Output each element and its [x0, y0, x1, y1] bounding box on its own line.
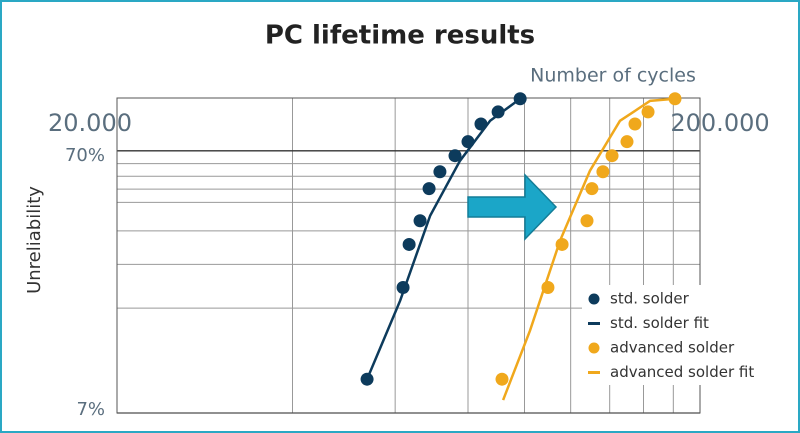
marks: [360, 92, 682, 401]
legend-label: advanced solder fit: [610, 363, 754, 381]
data-point: [596, 165, 610, 179]
y-tick-label: 7%: [76, 399, 105, 420]
data-point: [585, 182, 599, 196]
data-point: [448, 149, 462, 163]
legend-box: [582, 285, 772, 385]
legend-label: advanced solder: [610, 339, 735, 357]
data-point: [491, 105, 505, 119]
data-point: [605, 149, 619, 163]
fit-line: [501, 97, 676, 401]
fit-line: [365, 97, 521, 380]
x-tick-label: 200.000: [670, 109, 769, 137]
data-point: [620, 135, 634, 149]
data-point: [433, 165, 447, 179]
legend-label: std. solder fit: [610, 314, 709, 332]
legend: std. solder std. solder fit advanced solde…: [588, 290, 754, 381]
plot-frame: [116, 97, 701, 414]
data-point: [422, 182, 436, 196]
data-point: [580, 214, 594, 228]
data-point: [628, 117, 642, 131]
data-point: [461, 135, 475, 149]
data-point: [402, 237, 416, 251]
legend-label: std. solder: [610, 290, 690, 308]
x-axis-label: Number of cycles: [530, 65, 696, 87]
data-point: [413, 214, 427, 228]
y-tick-label: 70%: [65, 145, 105, 166]
shift-arrow: [467, 173, 558, 241]
data-point: [641, 105, 655, 119]
legend-swatch: [588, 293, 600, 305]
data-point: [495, 372, 509, 386]
chart-title: PC lifetime results: [265, 21, 535, 51]
legend-swatch: [588, 342, 600, 354]
y-axis-label: Unreliability: [24, 186, 45, 294]
x-tick-label: 20.000: [48, 109, 132, 137]
